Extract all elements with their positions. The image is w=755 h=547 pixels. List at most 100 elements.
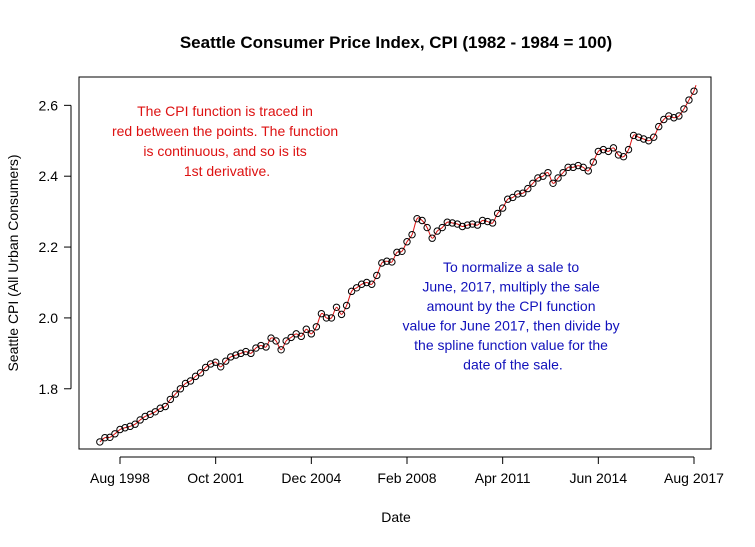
data-point bbox=[408, 230, 416, 239]
data-point bbox=[327, 314, 336, 322]
data-point bbox=[403, 238, 411, 246]
data-point bbox=[171, 390, 180, 398]
data-point bbox=[322, 314, 331, 322]
chart-title: Seattle Consumer Price Index, CPI (1982 … bbox=[180, 33, 612, 52]
data-point bbox=[544, 168, 552, 177]
data-point bbox=[639, 135, 648, 143]
data-point bbox=[514, 190, 522, 198]
annotation-blue-line: June, 2017, multiply the sale bbox=[422, 279, 600, 295]
data-point bbox=[101, 433, 109, 442]
data-point bbox=[373, 271, 381, 280]
data-point bbox=[478, 216, 487, 225]
data-point bbox=[634, 133, 643, 141]
x-tick-label: Oct 2001 bbox=[187, 470, 244, 486]
data-point bbox=[363, 278, 371, 287]
data-point bbox=[277, 346, 285, 354]
annotation-blue-line: the spline function value for the bbox=[414, 337, 608, 353]
data-point bbox=[519, 189, 527, 197]
data-point bbox=[564, 163, 572, 172]
data-point bbox=[232, 351, 240, 359]
y-tick-label: 1.8 bbox=[39, 381, 59, 397]
data-point bbox=[317, 309, 326, 318]
annotation-blue-line: date of the sale. bbox=[463, 357, 563, 373]
data-point bbox=[282, 337, 290, 345]
data-point bbox=[534, 174, 542, 182]
data-point bbox=[106, 433, 114, 442]
data-point bbox=[554, 174, 562, 182]
data-point bbox=[569, 163, 577, 172]
cpi-trace bbox=[99, 85, 697, 443]
x-tick-label: Apr 2011 bbox=[475, 470, 531, 486]
data-point bbox=[559, 168, 567, 177]
x-tick-label: Aug 1998 bbox=[90, 470, 150, 486]
data-point bbox=[237, 349, 245, 358]
data-point bbox=[116, 425, 124, 434]
data-point bbox=[418, 216, 426, 225]
data-point bbox=[549, 179, 557, 187]
data-point bbox=[584, 167, 592, 175]
data-point bbox=[297, 332, 305, 341]
y-axis-label: Seattle CPI (All Urban Consumers) bbox=[5, 154, 21, 371]
data-point bbox=[111, 430, 119, 438]
data-point bbox=[509, 193, 517, 202]
data-point bbox=[121, 424, 129, 432]
x-axis: Aug 1998 Oct 2001 Dec 2004 Feb 2008 Apr 2011… bbox=[90, 456, 724, 486]
data-point bbox=[388, 258, 396, 266]
annotation-blue-line: To normalize a sale to bbox=[443, 259, 579, 275]
data-point bbox=[423, 223, 431, 232]
data-point bbox=[690, 87, 698, 95]
data-point bbox=[217, 363, 225, 371]
data-point bbox=[604, 147, 613, 156]
data-point bbox=[589, 158, 597, 166]
data-point bbox=[539, 172, 547, 180]
data-point bbox=[347, 287, 356, 296]
data-point bbox=[352, 284, 361, 292]
data-point bbox=[614, 151, 623, 159]
data-point bbox=[529, 179, 537, 187]
data-point bbox=[463, 221, 472, 229]
data-point bbox=[433, 227, 441, 235]
data-point bbox=[211, 358, 220, 366]
y-axis: 1.8 2.0 2.2 2.4 2.6 bbox=[39, 97, 72, 397]
plot-frame bbox=[78, 76, 712, 450]
data-point bbox=[483, 217, 492, 226]
annotation-red: The CPI function is traced in red betwee… bbox=[112, 103, 342, 179]
annotation-red-line: The CPI function is traced in bbox=[137, 103, 313, 119]
data-point bbox=[222, 357, 230, 365]
data-point bbox=[136, 416, 144, 424]
x-tick-label: Aug 2017 bbox=[664, 470, 724, 486]
y-tick-label: 2.2 bbox=[39, 239, 59, 255]
data-point bbox=[262, 343, 270, 351]
cpi-points bbox=[96, 87, 698, 446]
annotation-blue-line: amount by the CPI function bbox=[427, 298, 596, 314]
data-point bbox=[242, 347, 250, 356]
annotation-red-line: red between the points. The function bbox=[112, 123, 338, 139]
x-axis-label: Date bbox=[381, 509, 411, 525]
y-tick-label: 2.4 bbox=[39, 168, 59, 184]
annotation-blue: To normalize a sale to June, 2017, multi… bbox=[402, 259, 623, 373]
x-tick-label: Jun 2014 bbox=[570, 470, 628, 486]
cpi-spline-path bbox=[99, 85, 697, 443]
data-point bbox=[660, 115, 668, 124]
data-point bbox=[675, 112, 683, 120]
data-point bbox=[196, 369, 205, 377]
data-point bbox=[488, 219, 497, 227]
data-point bbox=[257, 341, 265, 350]
data-point bbox=[665, 112, 673, 120]
data-point bbox=[594, 147, 603, 156]
data-point bbox=[599, 145, 608, 154]
annotation-blue-line: value for June 2017, then divide by bbox=[402, 318, 619, 334]
data-point bbox=[307, 330, 316, 338]
data-point bbox=[206, 360, 215, 368]
data-point bbox=[337, 310, 346, 319]
data-point bbox=[579, 163, 587, 172]
data-point bbox=[685, 96, 693, 104]
data-point bbox=[443, 218, 451, 226]
data-point bbox=[141, 412, 149, 421]
data-point bbox=[357, 280, 366, 288]
data-point bbox=[287, 333, 295, 342]
data-point bbox=[166, 395, 175, 404]
data-point bbox=[619, 153, 628, 161]
data-point bbox=[624, 145, 633, 154]
data-point bbox=[201, 363, 210, 372]
